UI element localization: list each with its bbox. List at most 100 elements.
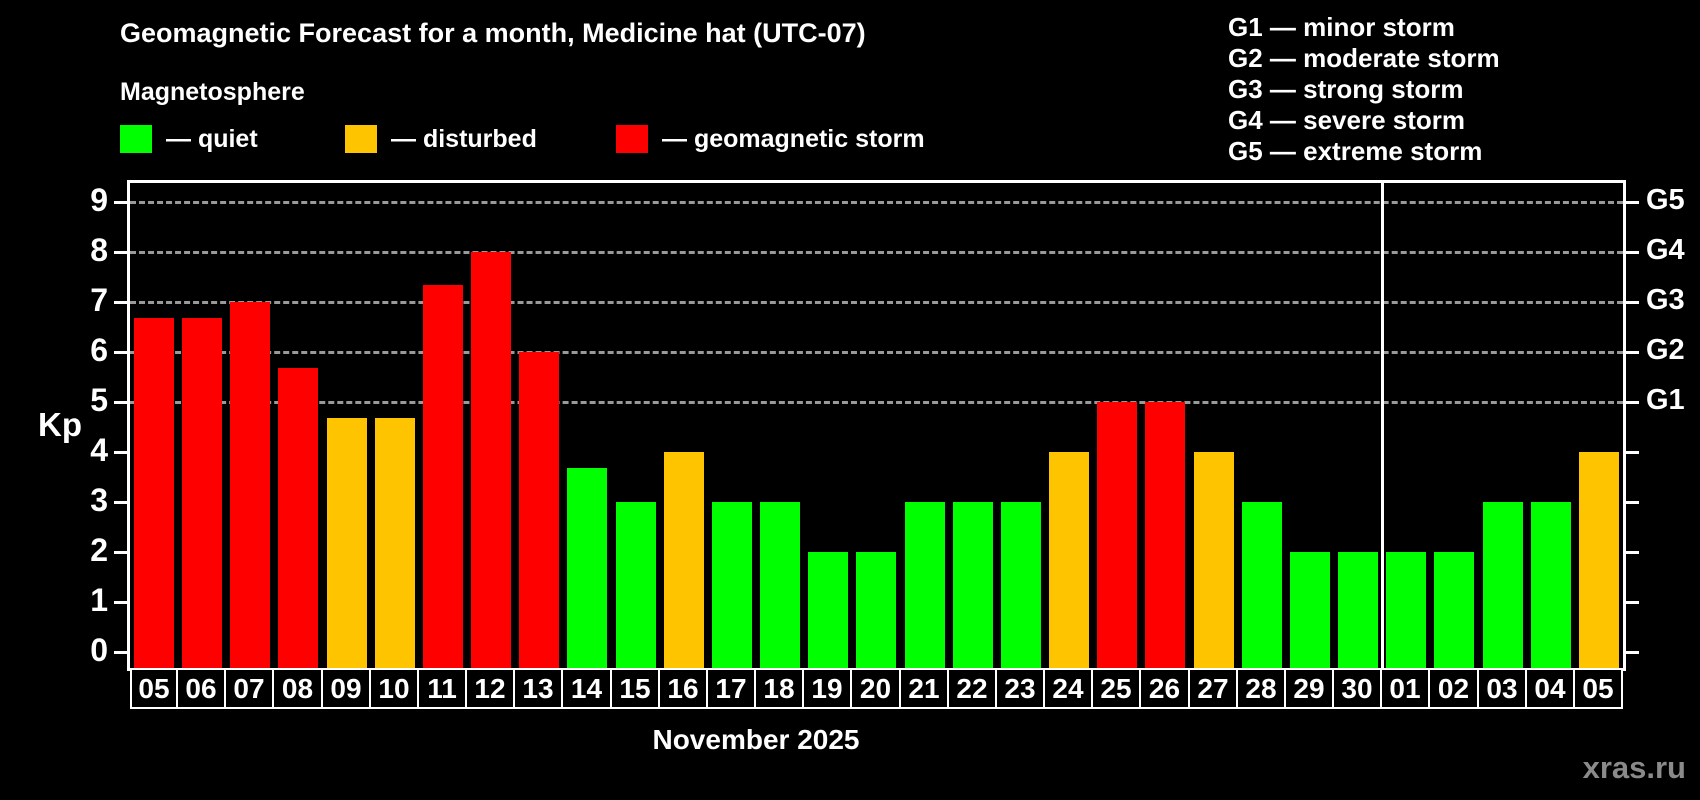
gridline-kp-9	[130, 201, 1623, 204]
kp-bar	[1531, 502, 1571, 668]
kp-bar	[1338, 552, 1378, 668]
date-label: 01	[1380, 668, 1430, 709]
date-label: 09	[321, 668, 371, 709]
kp-bar	[760, 502, 800, 668]
right-axis-tick	[1625, 251, 1639, 254]
kp-bar	[375, 418, 415, 668]
right-axis-tick	[1625, 651, 1639, 654]
kp-bar	[230, 302, 270, 668]
date-label: 08	[272, 668, 323, 709]
kp-tick-label: 5	[90, 382, 108, 418]
right-axis-tick	[1625, 351, 1639, 354]
date-label: 11	[417, 668, 467, 709]
legend-item-storm: — geomagnetic storm	[616, 124, 925, 154]
gridline-kp-5	[130, 401, 1623, 404]
month-separator-line	[1381, 183, 1384, 668]
kp-bar	[1579, 452, 1619, 668]
gridline-kp-6	[130, 351, 1623, 354]
gridline-kp-7	[130, 301, 1623, 304]
date-label: 30	[1332, 668, 1382, 709]
kp-tick-label: 9	[90, 182, 108, 218]
g-scale-label-g3: G3	[1646, 284, 1685, 316]
magnetosphere-label: Magnetosphere	[120, 78, 305, 106]
g-scale-legend-line: G5 — extreme storm	[1228, 136, 1483, 166]
kp-bar	[278, 368, 318, 668]
legend-storm-label: — geomagnetic storm	[662, 124, 925, 153]
kp-bar	[712, 502, 752, 668]
date-label: 17	[706, 668, 756, 709]
kp-bar	[1001, 502, 1041, 668]
kp-bar	[664, 452, 704, 668]
kp-bar	[423, 285, 463, 668]
legend-disturbed-label: — disturbed	[391, 124, 537, 153]
right-axis-tick	[1625, 501, 1639, 504]
kp-bar	[182, 318, 222, 668]
date-label: 02	[1428, 668, 1479, 709]
left-axis-tick	[114, 201, 128, 204]
date-label: 10	[369, 668, 419, 709]
legend-quiet-label: — quiet	[166, 124, 258, 153]
date-label: 20	[850, 668, 901, 709]
left-axis-tick	[114, 301, 128, 304]
legend-item-disturbed: — disturbed	[345, 124, 537, 154]
kp-bar	[616, 502, 656, 668]
date-label: 19	[802, 668, 852, 709]
kp-bar	[519, 352, 559, 668]
left-axis-tick	[114, 401, 128, 404]
quiet-color-swatch	[120, 125, 152, 153]
storm-color-swatch	[616, 125, 648, 153]
date-label: 28	[1236, 668, 1286, 709]
chart-title: Geomagnetic Forecast for a month, Medici…	[120, 18, 866, 48]
month-label: November 2025	[652, 724, 860, 755]
date-label: 25	[1091, 668, 1141, 709]
date-label: 22	[947, 668, 997, 709]
date-label: 29	[1284, 668, 1334, 709]
date-label: 06	[176, 668, 226, 709]
kp-tick-label: 1	[90, 582, 108, 618]
date-label: 23	[995, 668, 1045, 709]
left-axis-tick	[114, 451, 128, 454]
kp-bar	[471, 252, 511, 668]
gridline-kp-8	[130, 251, 1623, 254]
kp-tick-label: 8	[90, 232, 108, 268]
plot-area: 0 1 2 3 4 5 6 7 8 9 G1 G2 G3 G4 G5	[90, 180, 1685, 671]
kp-tick-label: 0	[90, 632, 108, 668]
kp-tick-label: 3	[90, 482, 108, 518]
kp-bar	[1242, 502, 1282, 668]
kp-bar	[1049, 452, 1089, 668]
g-scale-label-g4: G4	[1646, 234, 1685, 266]
kp-tick-label: 7	[90, 282, 108, 318]
g-scale-legend-line: G2 — moderate storm	[1228, 43, 1500, 73]
left-axis-tick	[114, 251, 128, 254]
kp-bar	[808, 552, 848, 668]
right-axis-tick	[1625, 201, 1639, 204]
y-axis-label: Kp	[38, 406, 82, 443]
kp-bar	[1194, 452, 1234, 668]
kp-bar	[905, 502, 945, 668]
kp-bar	[1145, 402, 1185, 668]
date-label: 21	[899, 668, 949, 709]
kp-bar	[1386, 552, 1426, 668]
date-label: 24	[1043, 668, 1093, 709]
g-scale-label-g2: G2	[1646, 334, 1685, 366]
kp-bar	[1290, 552, 1330, 668]
date-label: 05	[130, 668, 178, 709]
date-label: 27	[1188, 668, 1238, 709]
date-label: 14	[561, 668, 612, 709]
kp-bar	[1434, 552, 1474, 668]
left-axis-tick	[114, 501, 128, 504]
date-label: 26	[1139, 668, 1190, 709]
disturbed-color-swatch	[345, 125, 377, 153]
kp-bar	[567, 468, 607, 668]
date-label: 04	[1525, 668, 1575, 709]
kp-bar	[327, 418, 367, 668]
g-scale-label-g1: G1	[1646, 384, 1685, 416]
kp-tick-label: 6	[90, 332, 108, 368]
g-scale-label-g5: G5	[1646, 184, 1685, 216]
right-axis-tick	[1625, 551, 1639, 554]
date-label: 07	[224, 668, 274, 709]
right-axis-tick	[1625, 601, 1639, 604]
date-label: 16	[658, 668, 708, 709]
kp-bar	[856, 552, 896, 668]
